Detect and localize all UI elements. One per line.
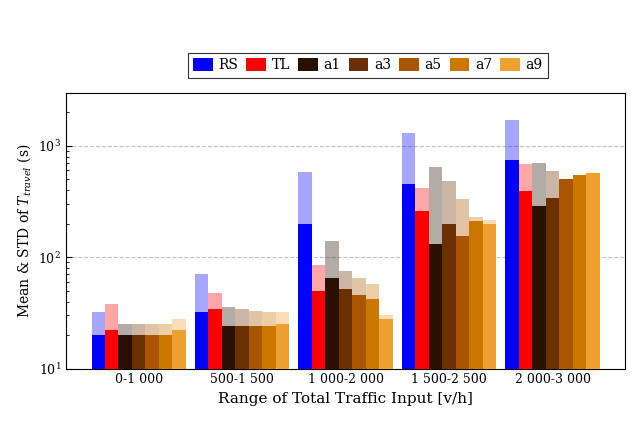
Bar — [262, 312, 276, 421]
Bar — [325, 278, 339, 421]
Bar — [573, 201, 586, 421]
Bar — [145, 324, 159, 421]
Bar — [195, 312, 209, 421]
Bar — [483, 224, 496, 421]
Bar — [415, 211, 429, 421]
Bar — [249, 311, 262, 421]
Bar — [159, 324, 172, 421]
Y-axis label: Mean & STD of $T_{travel}$ (s): Mean & STD of $T_{travel}$ (s) — [15, 143, 33, 318]
Bar — [559, 179, 573, 421]
Bar — [118, 335, 132, 421]
Bar — [195, 274, 209, 421]
Bar — [298, 224, 312, 421]
Bar — [365, 283, 379, 421]
Bar — [429, 245, 442, 421]
Bar — [442, 181, 456, 421]
Bar — [402, 133, 415, 421]
Bar — [145, 335, 159, 421]
Bar — [402, 184, 415, 421]
Bar — [546, 171, 559, 421]
Bar — [573, 175, 586, 421]
Bar — [92, 335, 105, 421]
Bar — [469, 221, 483, 421]
Bar — [586, 173, 600, 421]
Bar — [339, 271, 352, 421]
Bar — [379, 315, 393, 421]
Bar — [483, 220, 496, 421]
Bar — [118, 324, 132, 421]
Bar — [519, 191, 532, 421]
Bar — [298, 172, 312, 421]
Bar — [532, 206, 546, 421]
Bar — [132, 324, 145, 421]
Bar — [519, 165, 532, 421]
Bar — [559, 190, 573, 421]
Bar — [352, 295, 365, 421]
Bar — [456, 200, 469, 421]
Bar — [352, 278, 365, 421]
Bar — [105, 304, 118, 421]
Bar — [236, 309, 249, 421]
Bar — [262, 326, 276, 421]
Bar — [209, 309, 222, 421]
Bar — [506, 160, 519, 421]
Bar — [276, 324, 289, 421]
Bar — [365, 299, 379, 421]
Bar — [312, 291, 325, 421]
Bar — [92, 312, 105, 421]
Bar — [172, 319, 186, 421]
Bar — [415, 188, 429, 421]
Bar — [546, 198, 559, 421]
Bar — [506, 120, 519, 421]
Bar — [442, 224, 456, 421]
Bar — [172, 330, 186, 421]
Bar — [222, 326, 236, 421]
Bar — [249, 326, 262, 421]
Bar — [456, 236, 469, 421]
Bar — [132, 335, 145, 421]
Bar — [312, 265, 325, 421]
X-axis label: Range of Total Traffic Input [v/h]: Range of Total Traffic Input [v/h] — [218, 392, 473, 406]
Bar — [469, 217, 483, 421]
Bar — [325, 241, 339, 421]
Bar — [429, 168, 442, 421]
Bar — [159, 335, 172, 421]
Bar — [105, 330, 118, 421]
Legend: RS, TL, a1, a3, a5, a7, a9: RS, TL, a1, a3, a5, a7, a9 — [188, 53, 548, 78]
Bar — [222, 306, 236, 421]
Bar — [379, 319, 393, 421]
Bar — [586, 203, 600, 421]
Bar — [532, 163, 546, 421]
Bar — [339, 289, 352, 421]
Bar — [276, 312, 289, 421]
Bar — [209, 293, 222, 421]
Bar — [236, 326, 249, 421]
